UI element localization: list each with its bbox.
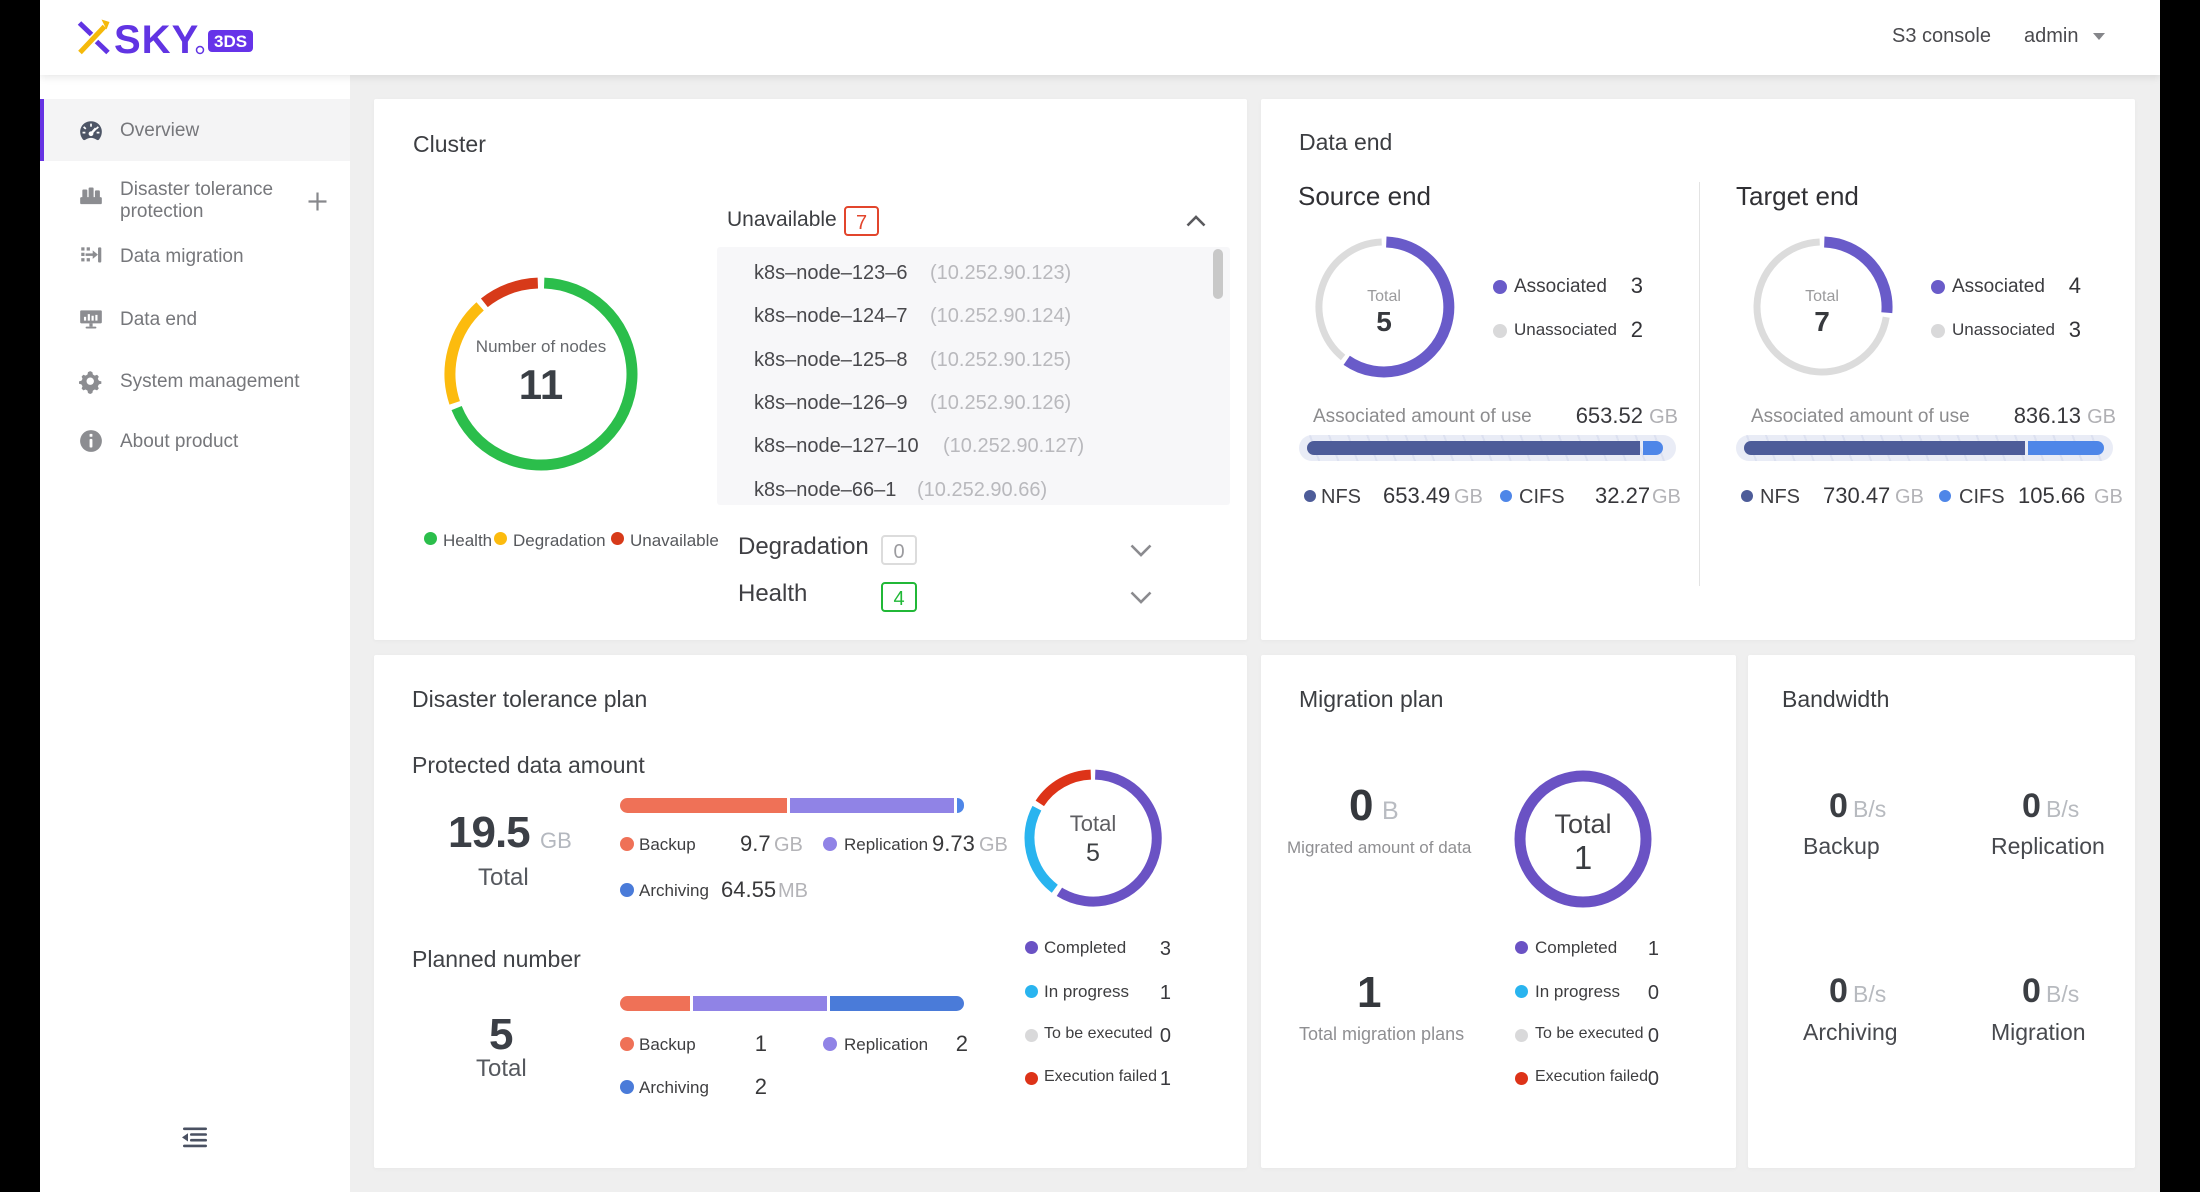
svg-text:SKY: SKY [114, 18, 199, 60]
svg-text:3DS: 3DS [214, 32, 247, 51]
